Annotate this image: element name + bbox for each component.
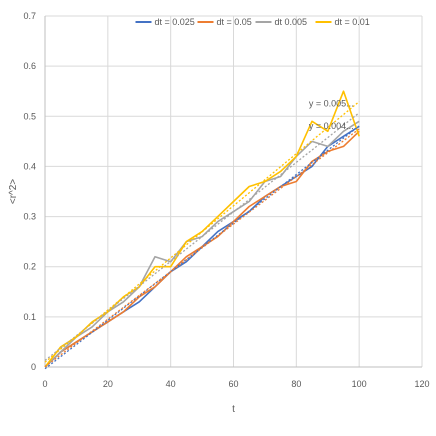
y-tick-label: 0.6 [23, 61, 36, 71]
x-tick-label: 40 [166, 379, 176, 389]
y-tick-label: 0.7 [23, 11, 36, 21]
y-tick-label: 0.4 [23, 161, 36, 171]
x-axis-label: t [232, 404, 235, 415]
trendline [44, 101, 360, 363]
x-tick-label: 20 [103, 379, 113, 389]
trendline-equation: y = 0.004... [309, 121, 354, 131]
x-tick-label: 120 [414, 379, 429, 389]
legend-label: dt = 0.025 [155, 17, 195, 27]
legend-label: dt 0.005 [275, 17, 308, 27]
x-tick-label: 0 [42, 379, 47, 389]
y-tick-label: 0.3 [23, 212, 36, 222]
x-tick-label: 100 [352, 379, 367, 389]
legend-label: dt = 0.01 [335, 17, 370, 27]
x-tick-label: 60 [228, 379, 238, 389]
chart-tick-labels: 0 0.1 0.2 0.3 0.4 0.5 0.6 0.7 0 20 40 60 80 100 120 [23, 11, 429, 389]
chart-legend: dt = 0.025 dt = 0.05 dt 0.005 dt = 0.01 [135, 17, 370, 27]
chart-trendlines [44, 101, 360, 370]
chart-equations: y = 0.005... y = 0.004... [309, 98, 354, 131]
chart-axes [44, 16, 422, 368]
trendline [44, 128, 360, 368]
chart-grid [44, 15, 423, 368]
y-tick-label: 0.1 [23, 312, 36, 322]
y-tick-label: 0.2 [23, 262, 36, 272]
legend-label: dt = 0.05 [217, 17, 252, 27]
trendline [44, 112, 360, 361]
y-tick-label: 0.5 [23, 111, 36, 121]
series-line [44, 120, 360, 368]
series-line [44, 90, 360, 368]
x-tick-label: 80 [291, 379, 301, 389]
y-axis-label: <r^2> [8, 179, 19, 204]
chart-series [44, 90, 360, 368]
trendline-equation: y = 0.005... [309, 98, 354, 108]
y-tick-label: 0 [31, 362, 36, 372]
